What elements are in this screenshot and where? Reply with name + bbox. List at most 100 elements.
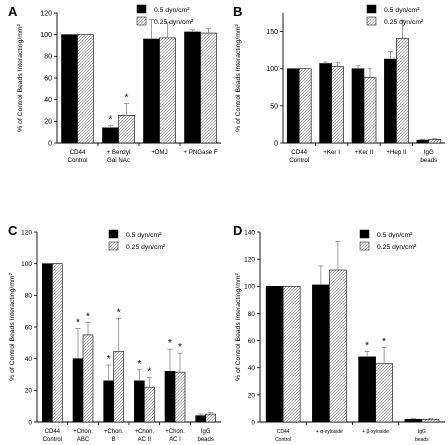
bar-series-0-25 xyxy=(77,34,94,144)
bar-series-0-5 xyxy=(384,58,397,144)
x-category-label: +Hep II xyxy=(386,149,406,156)
legend-label: 0.5 dyn/cm² xyxy=(126,232,162,239)
x-category-label: beads xyxy=(197,437,213,443)
y-tick-label: 60 xyxy=(248,338,256,345)
legend-label: 0.25 dyn/cm² xyxy=(126,244,166,251)
y-axis-title: % of Control Beads Interacting/mm² xyxy=(9,272,16,380)
bar-series-0-5 xyxy=(312,284,330,423)
legend-swatch-0-5 xyxy=(108,229,119,239)
x-category-label: + β-xyloside xyxy=(362,429,389,435)
bar-series-0-25 xyxy=(200,32,217,144)
legend-label: 0.25 dyn/cm² xyxy=(384,19,424,26)
bar-series-0-5 xyxy=(103,380,114,423)
bar-series-0-25 xyxy=(282,285,301,423)
y-tick-label: 100 xyxy=(266,66,278,73)
x-category-label: IgG xyxy=(424,149,434,156)
significance-star: * xyxy=(365,340,369,351)
bar-series-0-25 xyxy=(329,269,347,423)
significance-star: * xyxy=(107,354,111,365)
y-tick-label: 80 xyxy=(25,293,33,300)
y-tick-label: 150 xyxy=(266,29,278,36)
bar-series-0-5 xyxy=(404,418,423,423)
x-category-label: AC I xyxy=(169,437,181,443)
y-tick-label: 80 xyxy=(44,54,52,61)
bar-series-0-5 xyxy=(195,415,206,423)
panel-B: B % of Control Beads Interacting/mm² 0 50 10… xyxy=(233,4,445,164)
bar-series-0-25 xyxy=(363,77,377,144)
panel-label: A xyxy=(8,4,18,19)
x-category-label: ABC xyxy=(77,437,90,443)
x-category-label: AC II xyxy=(138,437,152,443)
legend-swatch-0-5 xyxy=(136,4,147,14)
bar-series-0-5 xyxy=(164,371,176,423)
panel-label: C xyxy=(8,223,18,238)
x-category-label: Gal NAc xyxy=(107,157,130,164)
x-category-label: +Ker II xyxy=(355,149,374,156)
bar-series-0-25 xyxy=(298,68,312,144)
bar-series-0-5 xyxy=(265,285,284,423)
significance-star: * xyxy=(178,342,182,353)
x-category-label: + α-xyloside xyxy=(316,429,343,435)
bar-series-0-5 xyxy=(61,34,78,144)
bar-series-0-5 xyxy=(102,127,119,144)
legend-label: 0.5 dyn/cm² xyxy=(384,7,420,14)
bar-series-0-25 xyxy=(205,413,216,423)
x-category-label: +Ker I xyxy=(323,149,340,156)
y-tick-label: 20 xyxy=(248,392,256,399)
y-tick-label: 40 xyxy=(25,356,33,363)
significance-star: * xyxy=(137,359,141,370)
bar-series-0-25 xyxy=(159,37,176,144)
x-category-label: IgG xyxy=(418,429,426,435)
legend-swatch-0-5 xyxy=(366,4,377,14)
bar-series-0-5 xyxy=(184,31,201,144)
x-category-label: IgG xyxy=(201,429,211,435)
legend-swatch-0-25 xyxy=(108,241,119,251)
significance-star: * xyxy=(117,307,121,318)
y-tick-label: 100 xyxy=(244,284,255,291)
legend-label: 0.25 dyn/cm² xyxy=(377,244,417,251)
bar-series-0-5 xyxy=(351,68,365,144)
bar-series-0-5 xyxy=(286,68,300,144)
panel-C: C % of Control Beads Interacting/mm² 0 20 40… xyxy=(8,223,221,443)
y-tick-label: 80 xyxy=(248,311,256,318)
bar-series-0-25 xyxy=(82,334,94,423)
bar-series-0-25 xyxy=(331,66,344,144)
y-tick-label: 20 xyxy=(44,119,52,126)
y-tick-label: 40 xyxy=(248,365,256,372)
x-category-label: CD44 xyxy=(45,429,61,435)
significance-star: * xyxy=(109,115,113,126)
x-category-label: +DMJ xyxy=(151,149,167,156)
panel-label: D xyxy=(233,223,242,238)
bar-series-0-5 xyxy=(42,263,53,423)
x-category-label: + PNGase F xyxy=(183,149,217,156)
bar-series-0-25 xyxy=(113,351,124,423)
y-tick-label: 120 xyxy=(244,257,255,264)
legend-label: 0.25 dyn/cm² xyxy=(154,19,194,26)
x-category-label: +Chon. xyxy=(135,429,155,435)
bar-series-0-5 xyxy=(358,356,376,423)
y-tick-label: 60 xyxy=(25,324,33,331)
significance-star: * xyxy=(382,336,386,347)
panel-label: B xyxy=(233,4,242,19)
x-category-label: CD44 xyxy=(70,149,86,156)
bar-series-0-25 xyxy=(421,418,440,423)
bar-series-0-25 xyxy=(396,37,409,144)
significance-star: * xyxy=(125,92,129,103)
y-tick-label: 0 xyxy=(48,140,52,147)
bar-series-0-25 xyxy=(375,363,393,423)
legend-swatch-0-25 xyxy=(366,16,377,26)
y-tick-label: 40 xyxy=(44,97,52,104)
y-tick-label: 120 xyxy=(21,229,32,236)
legend-swatch-0-25 xyxy=(136,16,147,26)
significance-star: * xyxy=(168,338,172,349)
y-tick-label: 0 xyxy=(251,419,255,426)
significance-star: * xyxy=(86,311,90,322)
x-category-label: CD44 xyxy=(277,429,290,435)
x-category-label: beads xyxy=(415,437,429,443)
bar-series-0-25 xyxy=(144,386,155,423)
panel-A: A % of Control Beads Interacting/mm² 0 20 40… xyxy=(8,4,221,164)
x-category-label: +Chon. xyxy=(104,429,124,435)
bar-series-0-25 xyxy=(428,138,442,144)
y-tick-label: 0 xyxy=(28,419,32,426)
